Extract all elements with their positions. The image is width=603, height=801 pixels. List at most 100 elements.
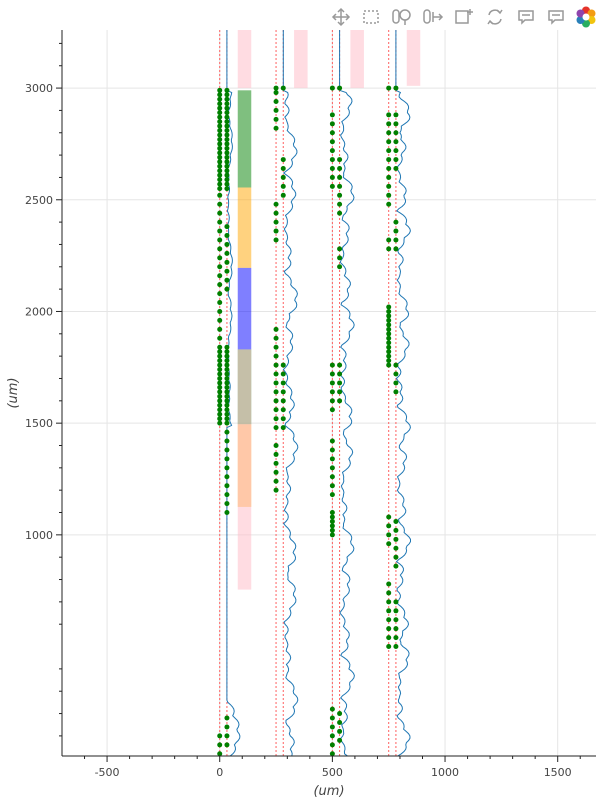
channel-dot [273,460,279,466]
wheel-zoom-tool-icon[interactable] [391,6,413,28]
x-ticks: -500 0 500 1000 1500 [84,756,581,779]
channel-dot [280,398,286,404]
channel-dot [329,510,335,516]
channel-dot [273,469,279,475]
channel-dot [217,92,223,98]
channel-dot [386,635,392,641]
channel-dot [393,219,399,225]
channel-dot [224,492,230,498]
channel-dot [273,344,279,350]
channel-dot [273,219,279,225]
channel-dot [224,362,230,368]
channel-dot [386,340,392,346]
channel-dot [273,389,279,395]
box-zoom-tool-icon[interactable] [453,6,475,28]
channel-dot [224,358,230,364]
channel-dot [217,136,223,142]
channel-dot [386,121,392,127]
channel-dot [337,174,343,180]
channel-dot [280,174,286,180]
channel-dot [217,317,223,323]
channel-dot [224,277,230,283]
channel-dot [386,326,392,332]
channel-dot [224,114,230,120]
channel-dot [217,101,223,107]
channel-dot [217,411,223,417]
channel-dot [217,291,223,297]
channel-dot [224,241,230,247]
channel-dot [224,715,230,721]
channel-dot [217,282,223,288]
channel-dot [329,456,335,462]
channel-dot [393,389,399,395]
channel-dot [217,141,223,147]
channel-dot [224,101,230,107]
channel-dot [217,389,223,395]
channel-dot [224,353,230,359]
channel-dot [224,456,230,462]
channel-dot [393,380,399,386]
channel-dot [224,132,230,138]
channel-dot [329,514,335,520]
channel-dot [386,523,392,529]
xwheel-pan-tool-icon[interactable] [422,6,444,28]
channel-dot [386,112,392,118]
channel-dot [273,362,279,368]
channel-dot [273,210,279,216]
channel-dot [393,85,399,91]
channel-dot [224,371,230,377]
channel-dot [224,474,230,480]
channel-dot [386,608,392,614]
channel-dot [224,224,230,230]
y-tick-label: 1500 [25,417,53,430]
channel-dot [217,132,223,138]
channel-dot [329,483,335,489]
hover-tool-2-icon[interactable] [545,6,567,28]
channel-dot [224,483,230,489]
x-tick-label: 1000 [431,766,459,779]
channel-dot [386,237,392,243]
channel-dot [273,478,279,484]
channel-dot [280,183,286,189]
channel-dot [217,181,223,187]
channel-dot [337,371,343,377]
channel-dot [217,114,223,120]
channel-dot [224,268,230,274]
traces [226,30,411,757]
channel-dot [329,474,335,480]
channel-dot [329,715,335,721]
box-select-tool-icon[interactable] [360,6,382,28]
bokeh-logo-icon[interactable] [575,6,597,28]
channel-dot [393,518,399,524]
y-tick-label: 2000 [25,305,53,318]
channel-dot [224,384,230,390]
channel-dot [280,389,286,395]
channel-dot [329,398,335,404]
channel-dot [337,737,343,743]
channel-dot [224,105,230,111]
channel-dot [393,148,399,154]
channel-dot [217,326,223,332]
plot-area[interactable] [62,30,596,756]
channel-dot [224,402,230,408]
y-axis-label: (um) [6,377,21,408]
channel-dot [337,192,343,198]
channel-dot [224,259,230,265]
channel-dot [273,90,279,96]
region-orange [237,187,252,268]
pan-tool-icon[interactable] [330,6,352,28]
channel-dot [337,165,343,171]
channel-dot [386,183,392,189]
channel-dot [217,407,223,413]
reset-tool-icon[interactable] [484,6,506,28]
channel-dot [273,416,279,422]
channel-dot [280,362,286,368]
channel-dot [224,438,230,444]
channel-dot [337,380,343,386]
channel-dot [217,192,223,198]
channel-dot [280,416,286,422]
channel-dot [224,501,230,507]
channel-dot [273,398,279,404]
hover-tool-icon[interactable] [515,6,537,28]
